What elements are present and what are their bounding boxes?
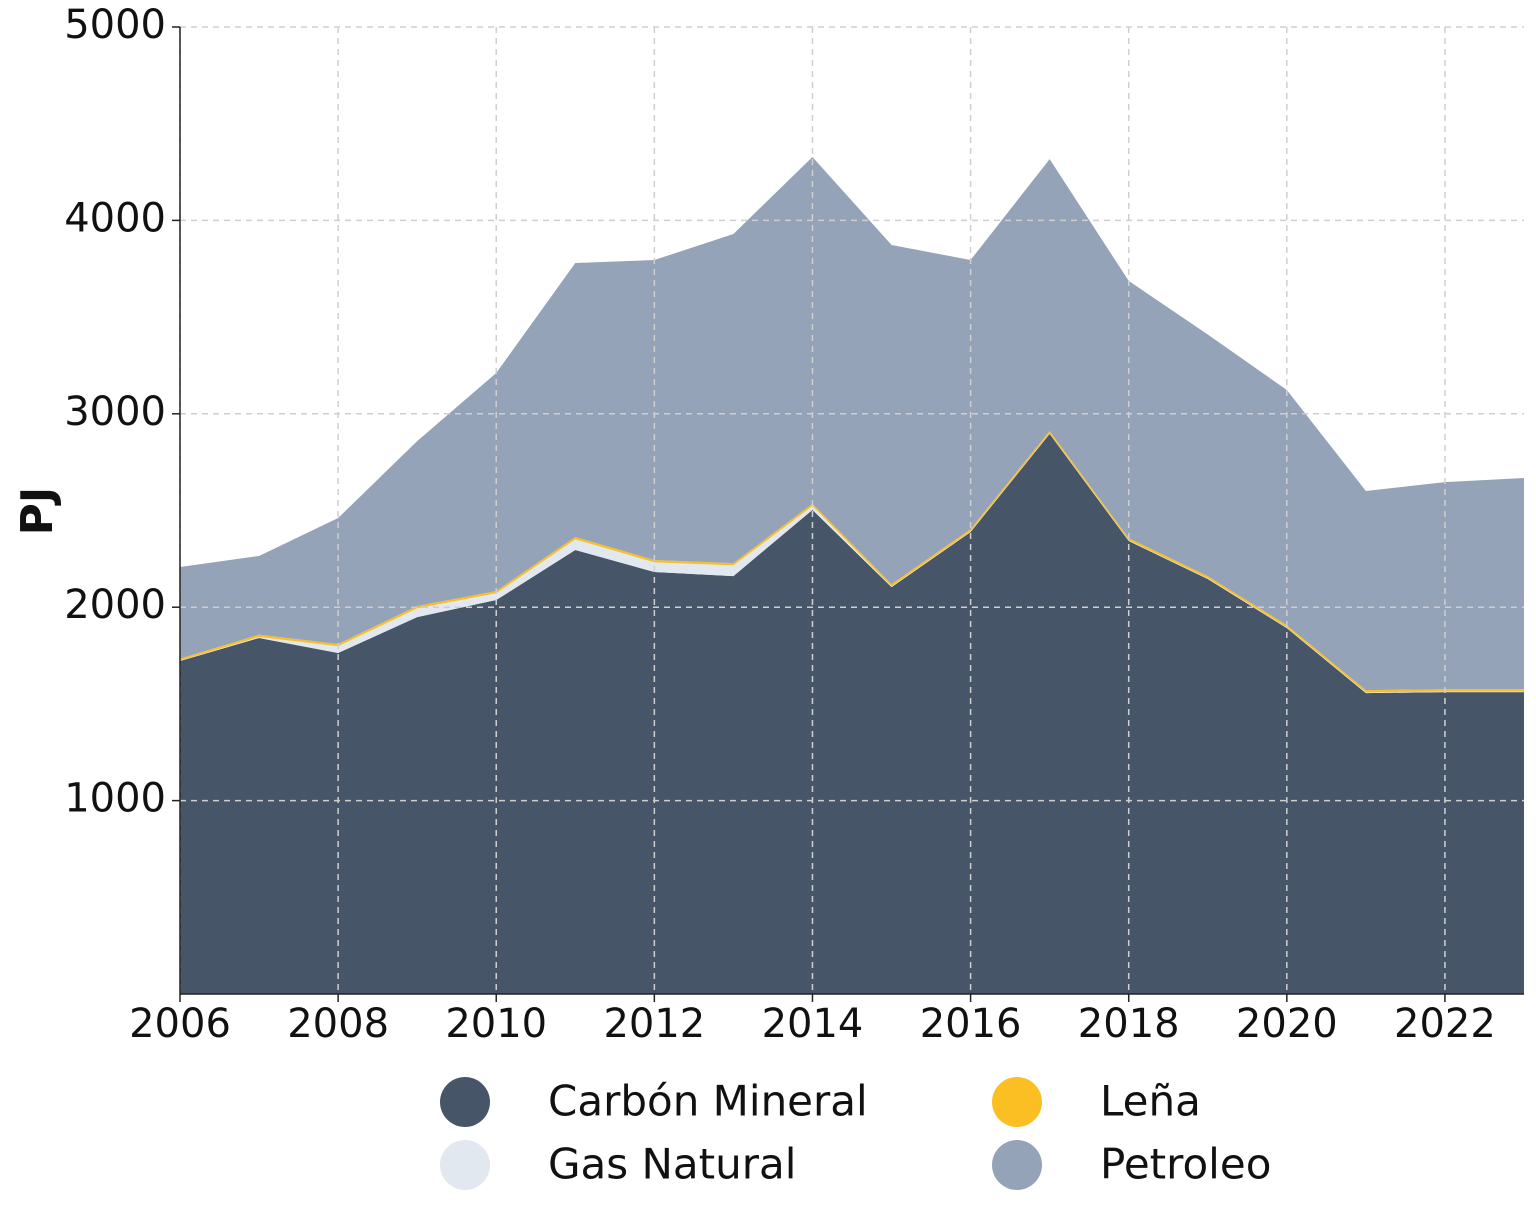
x-tick-label: 2020 bbox=[1236, 1001, 1338, 1047]
x-tick-label: 2018 bbox=[1078, 1001, 1180, 1047]
legend-label: Leña bbox=[1100, 1077, 1201, 1126]
y-axis-label: PJ bbox=[12, 487, 63, 536]
legend: Carbón Mineral Leña Gas Natural Petroleo bbox=[440, 1077, 1271, 1190]
area bbox=[180, 433, 1524, 995]
legend-swatch bbox=[440, 1077, 490, 1127]
legend-swatch bbox=[992, 1140, 1042, 1190]
legend-label: Gas Natural bbox=[548, 1140, 796, 1189]
areas bbox=[180, 156, 1524, 995]
y-tick-label: 3000 bbox=[64, 389, 166, 435]
x-tick-label: 2016 bbox=[920, 1001, 1022, 1047]
x-tick-label: 2006 bbox=[129, 1001, 231, 1047]
x-tick-label: 2022 bbox=[1394, 1001, 1496, 1047]
x-tick-label: 2012 bbox=[603, 1001, 705, 1047]
legend-label: Petroleo bbox=[1100, 1140, 1271, 1189]
area bbox=[180, 156, 1524, 691]
x-tick-label: 2014 bbox=[762, 1001, 864, 1047]
y-tick-label: 4000 bbox=[64, 195, 166, 241]
y-tick-label: 1000 bbox=[64, 776, 166, 822]
legend-swatch bbox=[440, 1140, 490, 1190]
y-tick-label: 2000 bbox=[64, 582, 166, 628]
legend-label: Carbón Mineral bbox=[548, 1077, 868, 1126]
legend-swatch bbox=[992, 1077, 1042, 1127]
x-tick-label: 2010 bbox=[445, 1001, 547, 1047]
x-tick-label: 2008 bbox=[287, 1001, 389, 1047]
y-tick-label: 5000 bbox=[64, 2, 166, 48]
